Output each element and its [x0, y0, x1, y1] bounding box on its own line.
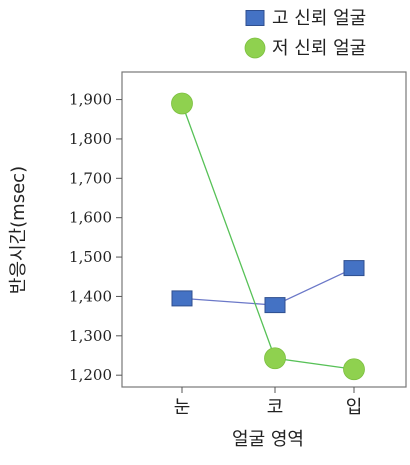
y-axis-title: 반응시간(msec) [8, 166, 29, 294]
y-tick-label: 1,200 [69, 366, 112, 384]
series-point [171, 290, 193, 307]
legend-marker [244, 37, 266, 59]
y-tick-label: 1,500 [69, 248, 112, 266]
series-point [264, 347, 286, 370]
x-tick-label: 코 [267, 397, 284, 418]
y-axis-ticks: 1,200 1,300 1,400 1,500 1,600 1,700 1,800 1,900 [69, 91, 122, 384]
y-tick-label: 1,800 [69, 130, 112, 148]
series-point [343, 260, 365, 277]
legend-label: 저 신뢰 얼굴 [272, 38, 366, 59]
series-point [171, 92, 193, 115]
series-point [343, 358, 365, 381]
series-point [264, 297, 286, 314]
legend-label: 고 신뢰 얼굴 [272, 8, 366, 29]
y-tick-label: 1,600 [69, 209, 112, 227]
y-tick-label: 1,300 [69, 327, 112, 345]
legend: 고 신뢰 얼굴저 신뢰 얼굴 [244, 8, 366, 59]
series-line [181, 103, 355, 370]
x-axis-title: 얼굴 영역 [232, 429, 304, 450]
series-layer [171, 92, 365, 381]
x-tick-label: 입 [346, 397, 363, 418]
x-tick-label: 눈 [174, 397, 191, 418]
legend-marker [245, 10, 265, 26]
y-tick-label: 1,400 [69, 287, 112, 305]
y-tick-label: 1,700 [69, 169, 112, 187]
plot-frame [121, 71, 407, 388]
y-tick-label: 1,900 [69, 91, 112, 109]
